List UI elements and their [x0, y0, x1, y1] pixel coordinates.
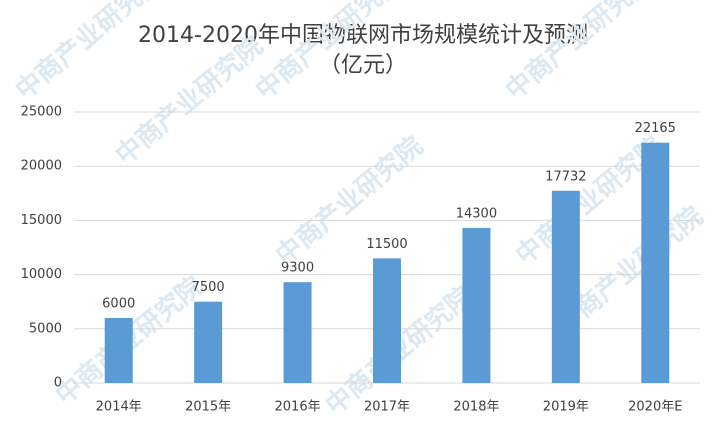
x-tick-label: 2019年	[543, 400, 589, 415]
bar	[194, 301, 223, 383]
x-tick-label: 2014年	[96, 400, 142, 415]
x-tick-label: 2020年E	[628, 400, 682, 415]
watermark: 中商产业研究院	[9, 0, 168, 106]
value-label: 17732	[545, 169, 586, 184]
bar	[104, 317, 133, 383]
x-tick-label: 2015年	[185, 400, 231, 415]
value-label: 7500	[192, 280, 225, 295]
chart-title: 2014-2020年中国物联网市场规模统计及预测	[138, 23, 588, 48]
watermark: 中商产业研究院	[499, 0, 658, 106]
y-tick-label: 10000	[21, 267, 62, 282]
y-tick-label: 0	[54, 376, 62, 391]
x-tick-label: 2016年	[275, 400, 321, 415]
value-label: 6000	[102, 296, 135, 311]
bar	[462, 227, 491, 383]
value-label: 22165	[635, 121, 676, 136]
watermark: 中商产业研究院	[109, 30, 268, 171]
bar	[641, 142, 670, 383]
chart-subtitle: （亿元）	[319, 53, 407, 78]
y-tick-label: 15000	[21, 213, 62, 228]
value-label: 14300	[456, 206, 497, 221]
bar	[373, 258, 401, 383]
y-tick-label: 5000	[29, 321, 62, 336]
value-label: 11500	[366, 237, 407, 252]
bar	[283, 282, 312, 383]
bar	[551, 190, 580, 383]
y-tick-label: 20000	[21, 159, 62, 174]
value-label: 9300	[281, 261, 314, 276]
y-tick-label: 25000	[21, 105, 62, 120]
x-tick-label: 2017年	[364, 400, 410, 415]
x-tick-label: 2018年	[453, 400, 499, 415]
